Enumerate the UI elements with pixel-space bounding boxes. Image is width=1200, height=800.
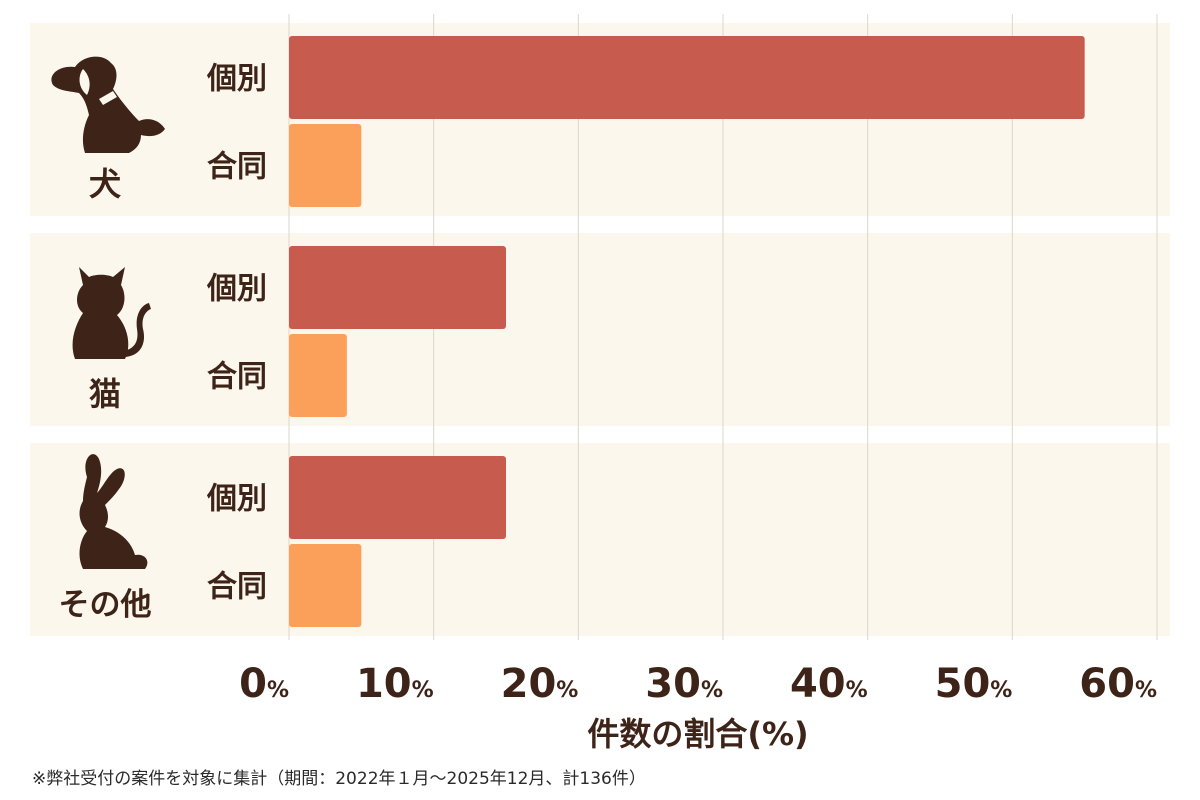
- tick-label: 20%: [501, 661, 579, 707]
- bar-合同: [289, 544, 362, 627]
- bar-個別: [289, 36, 1085, 119]
- bar-合同: [289, 334, 347, 417]
- footnote: ※弊社受付の案件を対象に集計（期間：2022年１月～2025年12月、計136件…: [32, 769, 646, 789]
- bar-個別: [289, 246, 506, 329]
- group-label: その他: [59, 587, 152, 623]
- subcategory-label: 個別: [206, 62, 267, 97]
- cat-icon: [72, 267, 151, 359]
- group-label: 犬: [89, 165, 121, 203]
- tick-label: 40%: [790, 661, 868, 707]
- subcategory-label: 個別: [206, 272, 267, 307]
- bar-個別: [289, 456, 506, 539]
- tick-label: 0%: [239, 661, 289, 707]
- dog-icon: [51, 56, 165, 154]
- x-axis-title: 件数の割合(%): [587, 715, 808, 753]
- subcategory-label: 合同: [207, 360, 267, 395]
- rabbit-icon: [79, 454, 148, 569]
- subcategory-label: 合同: [207, 570, 267, 605]
- group-label: 猫: [89, 375, 121, 413]
- tick-label: 60%: [1079, 661, 1157, 707]
- tick-label: 10%: [356, 661, 434, 707]
- tick-label: 30%: [645, 661, 723, 707]
- bar-合同: [289, 124, 362, 207]
- subcategory-label: 個別: [206, 482, 267, 517]
- tick-label: 50%: [935, 661, 1013, 707]
- group-panel: [30, 443, 1170, 636]
- subcategory-label: 合同: [207, 150, 267, 185]
- group-panel: [30, 233, 1170, 426]
